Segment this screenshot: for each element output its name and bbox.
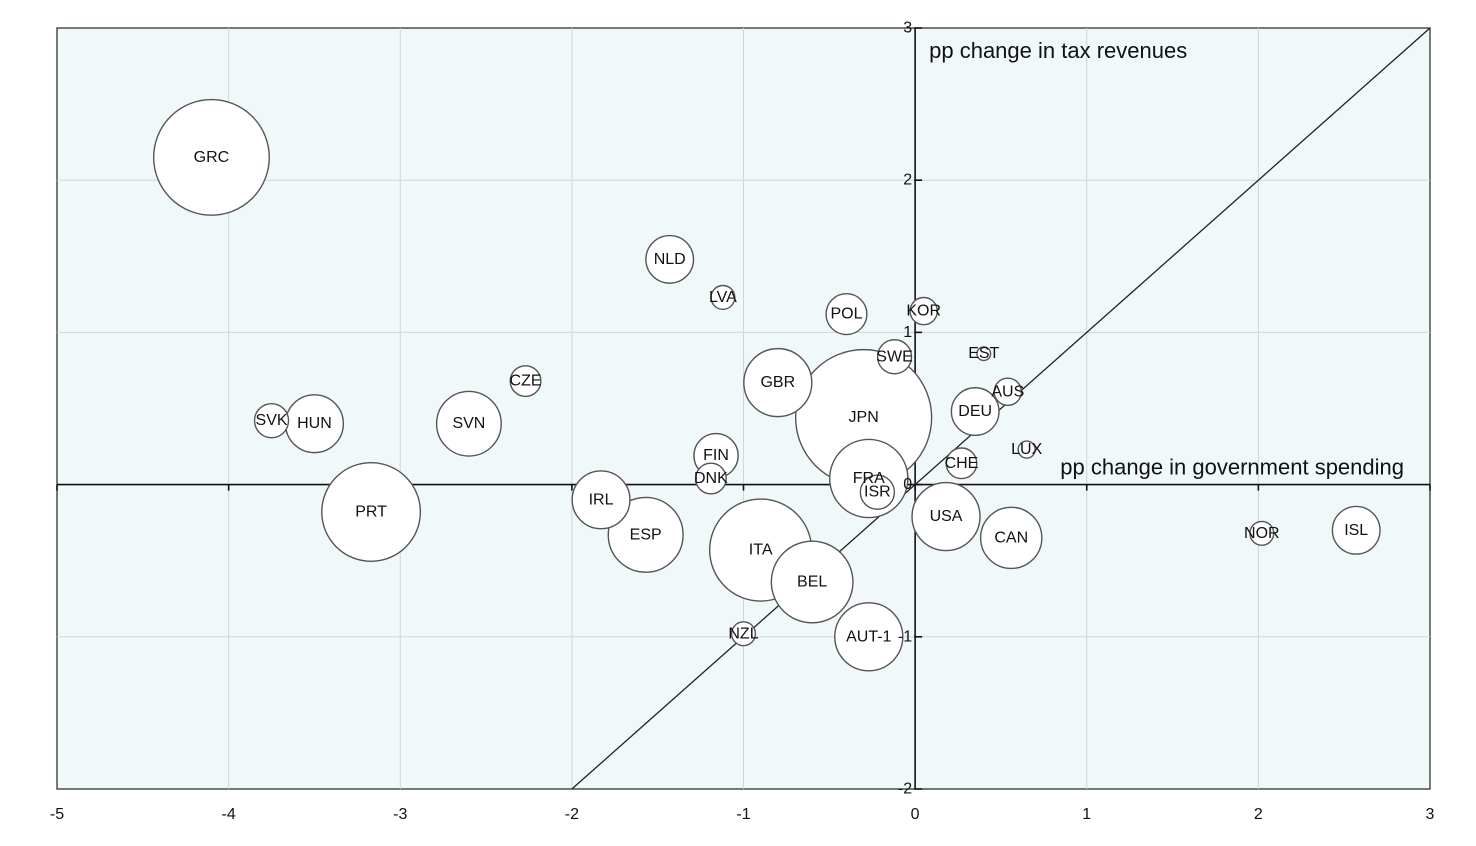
- bubble-usa: [911, 481, 981, 552]
- y-tick-label: -2: [898, 781, 912, 798]
- x-tick-label: -4: [222, 806, 236, 823]
- x-tick-label: -3: [393, 806, 407, 823]
- x-tick-label: 0: [911, 806, 920, 823]
- x-tick-label: 2: [1254, 806, 1263, 823]
- x-axis-title: pp change in government spending: [1060, 455, 1404, 480]
- bubble-label-pol: POL: [830, 306, 862, 323]
- bubble-label-isl: ISL: [1344, 522, 1368, 539]
- bubble-isr: [859, 474, 896, 510]
- bubble-label-prt: PRT: [355, 503, 387, 520]
- bubble-svn: [435, 390, 502, 457]
- bubble-label-swe: SWE: [876, 348, 912, 365]
- bubble-label-cze: CZE: [510, 373, 542, 390]
- bubble-che: [945, 447, 978, 480]
- bubble-grc: [152, 98, 270, 216]
- bubble-aut-1: [834, 602, 904, 672]
- bubble-label-isr: ISR: [864, 484, 891, 501]
- bubble-label-svk: SVK: [256, 412, 288, 429]
- bubble-dnk: [694, 462, 727, 495]
- y-tick-label: 0: [903, 476, 912, 493]
- y-axis-title: pp change in tax revenues: [929, 38, 1187, 63]
- bubble-label-dnk: DNK: [694, 470, 728, 487]
- bubble-label-che: CHE: [945, 455, 979, 472]
- bubble-lux: [1017, 440, 1036, 459]
- bubble-label-esp: ESP: [630, 526, 662, 543]
- bubble-label-hun: HUN: [297, 415, 332, 432]
- bubble-aus: [993, 377, 1023, 407]
- bubble-cze: [509, 365, 542, 398]
- bubble-prt: [321, 461, 422, 562]
- y-tick-label: 3: [903, 20, 912, 37]
- bubble-label-nor: NOR: [1244, 525, 1280, 542]
- bubble-label-grc: GRC: [194, 149, 230, 166]
- y-tick-label: 1: [903, 324, 912, 341]
- bubble-lva: [710, 284, 736, 310]
- bubble-irl: [571, 470, 631, 530]
- x-tick-label: -5: [50, 806, 64, 823]
- bubble-label-gbr: GBR: [760, 374, 795, 391]
- bubble-svk: [253, 402, 290, 439]
- bubble-label-aut-1: AUT-1: [846, 628, 891, 645]
- x-tick-label: 3: [1426, 806, 1435, 823]
- bubble-label-irl: IRL: [589, 491, 614, 508]
- bubble-pol: [825, 293, 868, 336]
- bubble-label-can: CAN: [994, 529, 1028, 546]
- y-tick-label: 2: [903, 172, 912, 189]
- bubble-bel: [770, 540, 854, 624]
- bubble-label-nzl: NZL: [728, 625, 758, 642]
- bubble-label-lva: LVA: [709, 289, 737, 306]
- bubble-swe: [876, 339, 913, 375]
- bubble-est: [976, 346, 992, 362]
- bubble-label-deu: DEU: [958, 403, 992, 420]
- y-tick-label: -1: [898, 628, 912, 645]
- bubble-label-usa: USA: [930, 508, 963, 525]
- bubble-gbr: [743, 347, 813, 418]
- bubble-nor: [1249, 520, 1275, 546]
- bubble-label-fin: FIN: [703, 447, 729, 464]
- bubble-label-nld: NLD: [654, 251, 686, 268]
- x-tick-label: -2: [565, 806, 579, 823]
- bubble-label-kor: KOR: [906, 303, 941, 320]
- bubble-deu: [950, 387, 1000, 437]
- bubble-label-bel: BEL: [797, 574, 827, 591]
- diagonal-line: [571, 27, 1431, 790]
- bubble-kor: [909, 296, 939, 326]
- bubble-label-aus: AUS: [991, 383, 1024, 400]
- bubble-nzl: [730, 621, 757, 647]
- bubble-esp: [607, 496, 684, 573]
- bubble-label-est: EST: [968, 345, 999, 362]
- bubble-label-jpn: JPN: [849, 409, 879, 426]
- x-tick-label: -1: [736, 806, 750, 823]
- bubble-label-ita: ITA: [749, 542, 773, 559]
- bubble-nld: [645, 234, 695, 284]
- bubble-label-svn: SVN: [452, 415, 485, 432]
- bubble-isl: [1331, 505, 1381, 555]
- bubble-label-fra: FRA: [853, 470, 885, 487]
- x-tick-label: 1: [1082, 806, 1091, 823]
- bubble-label-lux: LUX: [1011, 441, 1042, 458]
- bubble-can: [979, 506, 1043, 570]
